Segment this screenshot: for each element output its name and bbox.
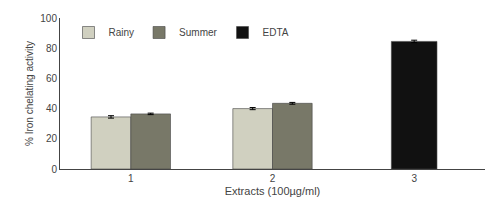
svg-text:80: 80: [46, 43, 58, 54]
svg-text:40: 40: [46, 103, 58, 114]
svg-text:EDTA: EDTA: [263, 27, 289, 38]
svg-text:100: 100: [40, 13, 57, 24]
svg-text:1: 1: [128, 173, 134, 184]
svg-text:Summer: Summer: [179, 27, 217, 38]
svg-text:2: 2: [270, 173, 276, 184]
svg-text:60: 60: [46, 73, 58, 84]
svg-text:0: 0: [51, 164, 57, 175]
svg-text:3: 3: [411, 173, 417, 184]
svg-text:Extracts (100µg/ml): Extracts (100µg/ml): [225, 185, 321, 197]
svg-text:% Iron chelating activity: % Iron chelating activity: [24, 41, 35, 146]
svg-text:20: 20: [46, 133, 58, 144]
svg-text:Rainy: Rainy: [109, 27, 135, 38]
